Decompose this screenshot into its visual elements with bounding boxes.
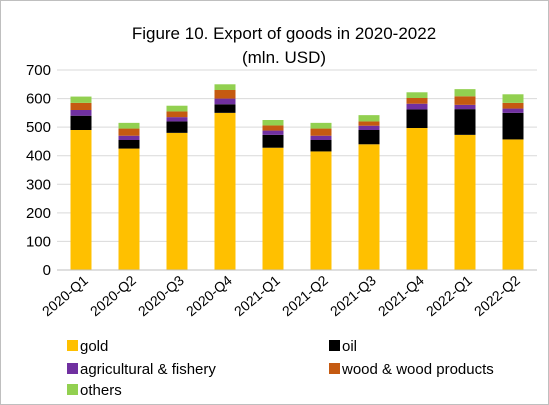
bar-segment xyxy=(262,120,284,126)
bar-segment xyxy=(454,104,476,110)
bar-segment xyxy=(166,121,188,133)
bar-segment xyxy=(406,109,428,128)
legend-swatch xyxy=(67,384,78,395)
bar-segment xyxy=(262,134,284,148)
x-tick-label: 2020-Q1 xyxy=(39,272,91,319)
x-tick-label: 2022-Q2 xyxy=(471,272,523,319)
y-tick-label: 400 xyxy=(26,148,51,165)
y-tick-label: 600 xyxy=(26,91,51,108)
bar-segment xyxy=(406,103,428,110)
y-tick-label: 100 xyxy=(26,233,51,250)
bar-segment xyxy=(310,151,332,270)
legend-swatch xyxy=(67,340,78,351)
bar-segment xyxy=(166,105,188,112)
bar-segment xyxy=(70,96,92,103)
y-tick-label: 200 xyxy=(26,205,51,222)
x-tick-label: 2020-Q3 xyxy=(135,272,187,319)
y-tick-label: 300 xyxy=(26,176,51,193)
bar-segment xyxy=(118,135,140,140)
bar-segment xyxy=(454,134,476,270)
bar-segment xyxy=(454,109,476,135)
y-tick-label: 0 xyxy=(43,262,51,279)
legend-label: wood & wood products xyxy=(341,361,494,378)
legend-swatch xyxy=(329,340,340,351)
x-tick-label: 2021-Q3 xyxy=(327,272,379,319)
bar-segment xyxy=(70,102,92,110)
bar-segment xyxy=(358,121,380,126)
bar-segment xyxy=(214,104,236,113)
bar-segment xyxy=(262,147,284,270)
bar-segment xyxy=(262,130,284,135)
bar-segment xyxy=(358,125,380,130)
bar-segment xyxy=(310,122,332,129)
y-tick-label: 500 xyxy=(26,119,51,136)
bar-segment xyxy=(406,128,428,270)
bar-segment xyxy=(406,98,428,104)
x-tick-label: 2020-Q2 xyxy=(87,272,139,319)
bar-segment xyxy=(310,140,332,152)
bar-segment xyxy=(214,98,236,105)
x-tick-label: 2021-Q2 xyxy=(279,272,331,319)
bar-segment xyxy=(358,144,380,270)
bar-segment xyxy=(166,111,188,118)
legend-swatch xyxy=(67,363,78,374)
x-axis: 2020-Q12020-Q22020-Q32020-Q42021-Q12021-… xyxy=(39,269,537,319)
chart-subtitle: (mln. USD) xyxy=(242,48,326,67)
bars xyxy=(70,84,524,270)
x-tick-label: 2020-Q4 xyxy=(183,272,235,319)
bar-segment xyxy=(310,135,332,140)
bar-segment xyxy=(262,125,284,131)
bar-segment xyxy=(118,140,140,149)
legend-label: gold xyxy=(80,338,108,355)
bar-segment xyxy=(502,102,524,109)
x-tick-label: 2021-Q4 xyxy=(375,272,427,319)
bar-segment xyxy=(358,130,380,145)
legend-swatch xyxy=(329,363,340,374)
bar-segment xyxy=(406,92,428,98)
legend-label: agricultural & fishery xyxy=(80,361,216,378)
chart-title: Figure 10. Export of goods in 2020-2022 xyxy=(132,24,436,43)
bar-segment xyxy=(118,128,140,136)
bar-segment xyxy=(454,96,476,105)
bar-segment xyxy=(118,148,140,270)
x-tick-label: 2021-Q1 xyxy=(231,272,283,319)
bar-segment xyxy=(70,110,92,116)
bar-segment xyxy=(502,139,524,270)
bar-segment xyxy=(310,128,332,136)
y-axis: 0 100 200 300 400 500 600 700 xyxy=(26,62,51,279)
bar-segment xyxy=(166,132,188,270)
bar-segment xyxy=(70,115,92,130)
bar-segment xyxy=(214,112,236,270)
bar-segment xyxy=(214,90,236,99)
bar-segment xyxy=(118,122,140,129)
bar-segment xyxy=(214,84,236,90)
bar-segment xyxy=(166,117,188,122)
legend-label: oil xyxy=(342,338,357,355)
bar-segment xyxy=(502,108,524,113)
bar-segment xyxy=(502,112,524,140)
bar-segment xyxy=(70,130,92,270)
y-tick-label: 700 xyxy=(26,62,51,79)
legend-label: others xyxy=(80,382,122,399)
x-tick-label: 2022-Q1 xyxy=(423,272,475,319)
bar-segment xyxy=(358,115,380,122)
legend: gold oil agricultural & fishery wood & wood… xyxy=(67,338,494,399)
bar-segment xyxy=(454,89,476,97)
bar-segment xyxy=(502,94,524,103)
